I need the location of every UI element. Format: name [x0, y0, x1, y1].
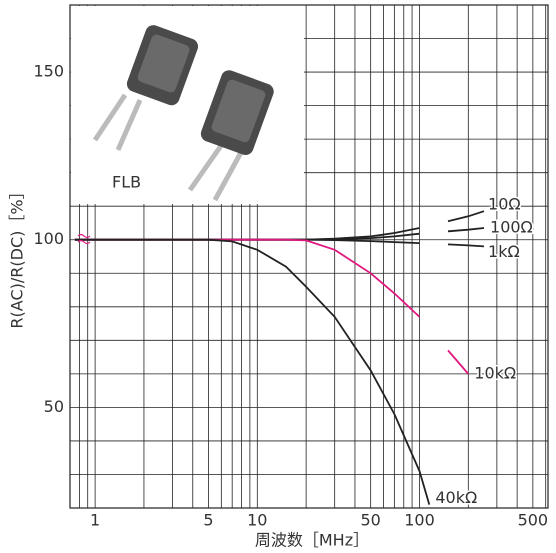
x-axis-label: 周波数［MHz］	[255, 531, 369, 550]
component-2	[187, 70, 274, 202]
curve	[74, 238, 485, 248]
curve	[74, 227, 485, 241]
component-1	[92, 25, 199, 152]
curve-label: 10kΩ	[474, 363, 516, 382]
curves: 10Ω 100Ω 1kΩ 10kΩ 40kΩ	[74, 193, 534, 509]
curve	[74, 210, 485, 241]
x-tick-label: 5	[203, 511, 213, 530]
plot-frame	[69, 4, 549, 509]
curve	[74, 238, 431, 505]
photo: FLB	[71, 6, 304, 204]
curve-label: 1kΩ	[488, 242, 520, 261]
x-tick-label: 50	[360, 511, 380, 530]
x-tick-label: 1	[90, 511, 100, 530]
curve-label: 10Ω	[488, 195, 521, 214]
x-tick-label: 100	[404, 511, 435, 530]
photo-label: FLB	[112, 173, 141, 192]
x-tick-label: 10	[247, 511, 267, 530]
y-axis-label: R(AC)/R(DC)［%］	[8, 183, 27, 328]
y-tick-label: 100	[33, 229, 64, 248]
curve-label: 100Ω	[490, 217, 533, 236]
y-tick-label: 50	[44, 397, 64, 416]
curve-label: 40kΩ	[435, 488, 477, 507]
y-tick-label: 150	[33, 62, 64, 81]
axis-break	[77, 233, 91, 245]
x-tick-label: 500	[518, 511, 549, 530]
